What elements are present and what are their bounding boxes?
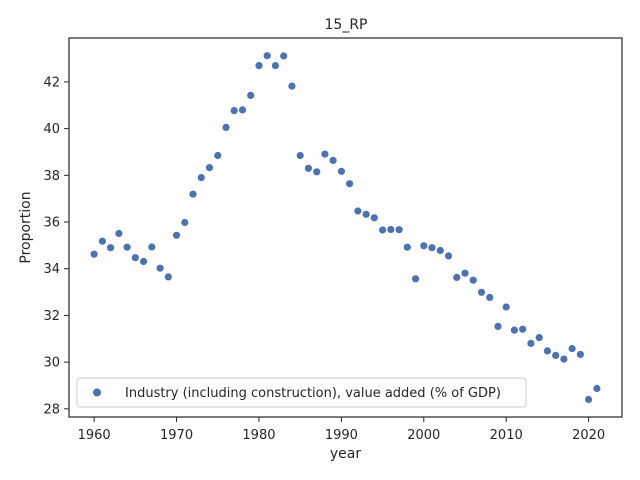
data-point [197, 174, 205, 182]
data-point [354, 207, 362, 215]
x-tick-label: 2010 [490, 428, 523, 443]
data-point [214, 151, 222, 160]
data-point [107, 244, 115, 252]
data-point [436, 246, 444, 255]
data-point [527, 339, 535, 347]
data-point [247, 91, 255, 99]
data-point [189, 190, 197, 198]
data-point [412, 275, 420, 283]
data-point [568, 345, 576, 353]
data-point [535, 334, 543, 342]
x-tick-label: 1970 [160, 428, 193, 443]
data-point [181, 218, 189, 227]
data-point [379, 226, 387, 234]
data-point [362, 210, 370, 218]
data-point [593, 384, 601, 393]
y-axis-label: Proportion [18, 191, 34, 263]
data-point [543, 347, 552, 355]
y-tick-label: 38 [43, 169, 60, 184]
data-point [164, 273, 172, 281]
x-tick-label: 2000 [407, 428, 440, 443]
y-tick-label: 32 [43, 309, 60, 324]
data-point [346, 180, 354, 188]
data-point [173, 231, 181, 239]
data-point [296, 151, 304, 160]
data-point [123, 243, 131, 251]
y-axis: 28 30 32 34 36 38 40 42 [43, 75, 69, 417]
data-point [403, 243, 411, 251]
data-point [486, 293, 494, 301]
plot-frame [68, 37, 623, 418]
legend-marker [93, 388, 101, 397]
data-point [370, 214, 378, 222]
data-point [519, 325, 527, 333]
data-point [576, 350, 585, 358]
data-point [263, 52, 271, 60]
data-points [90, 52, 601, 404]
x-tick-label: 1960 [78, 428, 111, 443]
data-point [560, 355, 568, 363]
data-point [205, 164, 214, 172]
data-point [321, 150, 329, 158]
data-point [115, 229, 123, 238]
data-point [444, 252, 453, 260]
data-point [222, 123, 230, 131]
x-tick-label: 1980 [242, 428, 275, 443]
legend: Industry (including construction), value… [76, 377, 527, 408]
data-point [494, 322, 502, 330]
data-point [395, 226, 403, 234]
x-axis-label: year [330, 446, 361, 462]
legend-box [76, 377, 527, 408]
data-point [156, 264, 164, 272]
data-point [502, 303, 510, 311]
data-point [131, 254, 139, 262]
data-point [271, 62, 279, 70]
data-point [280, 52, 288, 60]
legend-label: Industry (including construction), value… [125, 386, 501, 401]
data-point [585, 395, 593, 404]
data-point [255, 62, 263, 70]
data-point [148, 243, 156, 251]
x-tick-label: 2020 [572, 428, 605, 443]
data-point [428, 244, 436, 252]
x-tick-label: 1990 [325, 428, 358, 443]
y-tick-label: 34 [43, 262, 60, 277]
data-point [469, 276, 477, 284]
data-point [98, 237, 106, 245]
y-tick-label: 42 [43, 75, 60, 90]
data-point [477, 288, 486, 296]
chart-title: 15_RP [325, 17, 368, 33]
data-point [288, 82, 296, 90]
y-tick-label: 40 [43, 122, 60, 137]
data-point [238, 106, 247, 114]
data-point [304, 164, 312, 172]
data-point [420, 242, 428, 250]
data-point [461, 269, 469, 277]
data-point [387, 225, 395, 234]
data-point [90, 250, 98, 258]
data-point [230, 107, 238, 115]
data-point [510, 326, 518, 334]
data-point [329, 156, 337, 164]
x-axis: 1960 1970 1980 1990 2000 2010 2020 [78, 417, 605, 443]
data-point [453, 273, 461, 281]
y-tick-label: 36 [43, 216, 60, 231]
y-tick-label: 30 [43, 356, 60, 371]
data-point [552, 351, 560, 359]
data-point [337, 167, 345, 175]
data-point [313, 168, 321, 176]
data-point [140, 257, 148, 266]
y-tick-label: 28 [43, 402, 60, 417]
